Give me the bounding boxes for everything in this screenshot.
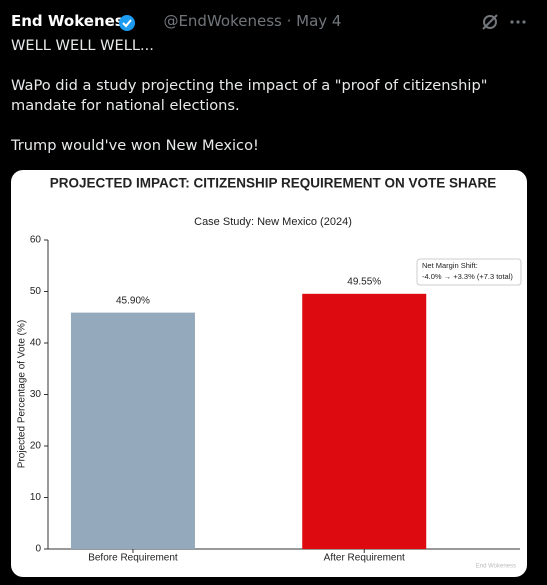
y-tick-label: 30 (30, 389, 42, 400)
paragraph: WaPo did a study projecting the impact o… (11, 77, 488, 114)
chart-title: PROJECTED IMPACT: CITIZENSHIP REQUIREMEN… (50, 176, 497, 191)
paragraph: Trump would've won New Mexico! (11, 137, 259, 154)
y-tick-label: 20 (30, 441, 42, 452)
author-meta[interactable]: @EndWokeness · May 4 (163, 12, 342, 30)
x-tick-label: After Requirement (324, 553, 405, 564)
chart: PROJECTED IMPACT: CITIZENSHIP REQUIREMEN… (11, 170, 527, 577)
tweet-actions[interactable] (480, 12, 530, 32)
y-tick-label: 40 (30, 338, 42, 349)
value-label: 49.55% (347, 276, 381, 287)
annotation-box (416, 258, 522, 286)
x-tick-label: Before Requirement (88, 553, 178, 564)
y-tick-label: 60 (30, 235, 42, 246)
bar (302, 293, 427, 549)
tweet-text: WELL WELL WELL... WaPo did a study proje… (11, 36, 531, 176)
y-tick-label: 0 (35, 544, 41, 555)
bar (70, 312, 195, 549)
y-axis-label: Projected Percentage of Vote (%) (17, 320, 28, 468)
y-tick-label: 10 (30, 492, 42, 503)
annotation: Net Margin Shift: (422, 261, 478, 270)
author-name[interactable]: End Wokeness (11, 12, 133, 30)
chart-subtitle: Case Study: New Mexico (2024) (194, 216, 352, 228)
verified-badge (119, 15, 135, 31)
value-label: 45.90% (116, 295, 150, 306)
paragraph: WELL WELL WELL... (11, 37, 154, 54)
y-tick-label: 50 (30, 286, 42, 297)
annotation: -4.0% → +3.3% (+7.3 total) (422, 272, 513, 281)
watermark: End Wokeness (476, 564, 516, 570)
tweet-header: End Wokeness @EndWokeness · May 4 (11, 12, 342, 31)
